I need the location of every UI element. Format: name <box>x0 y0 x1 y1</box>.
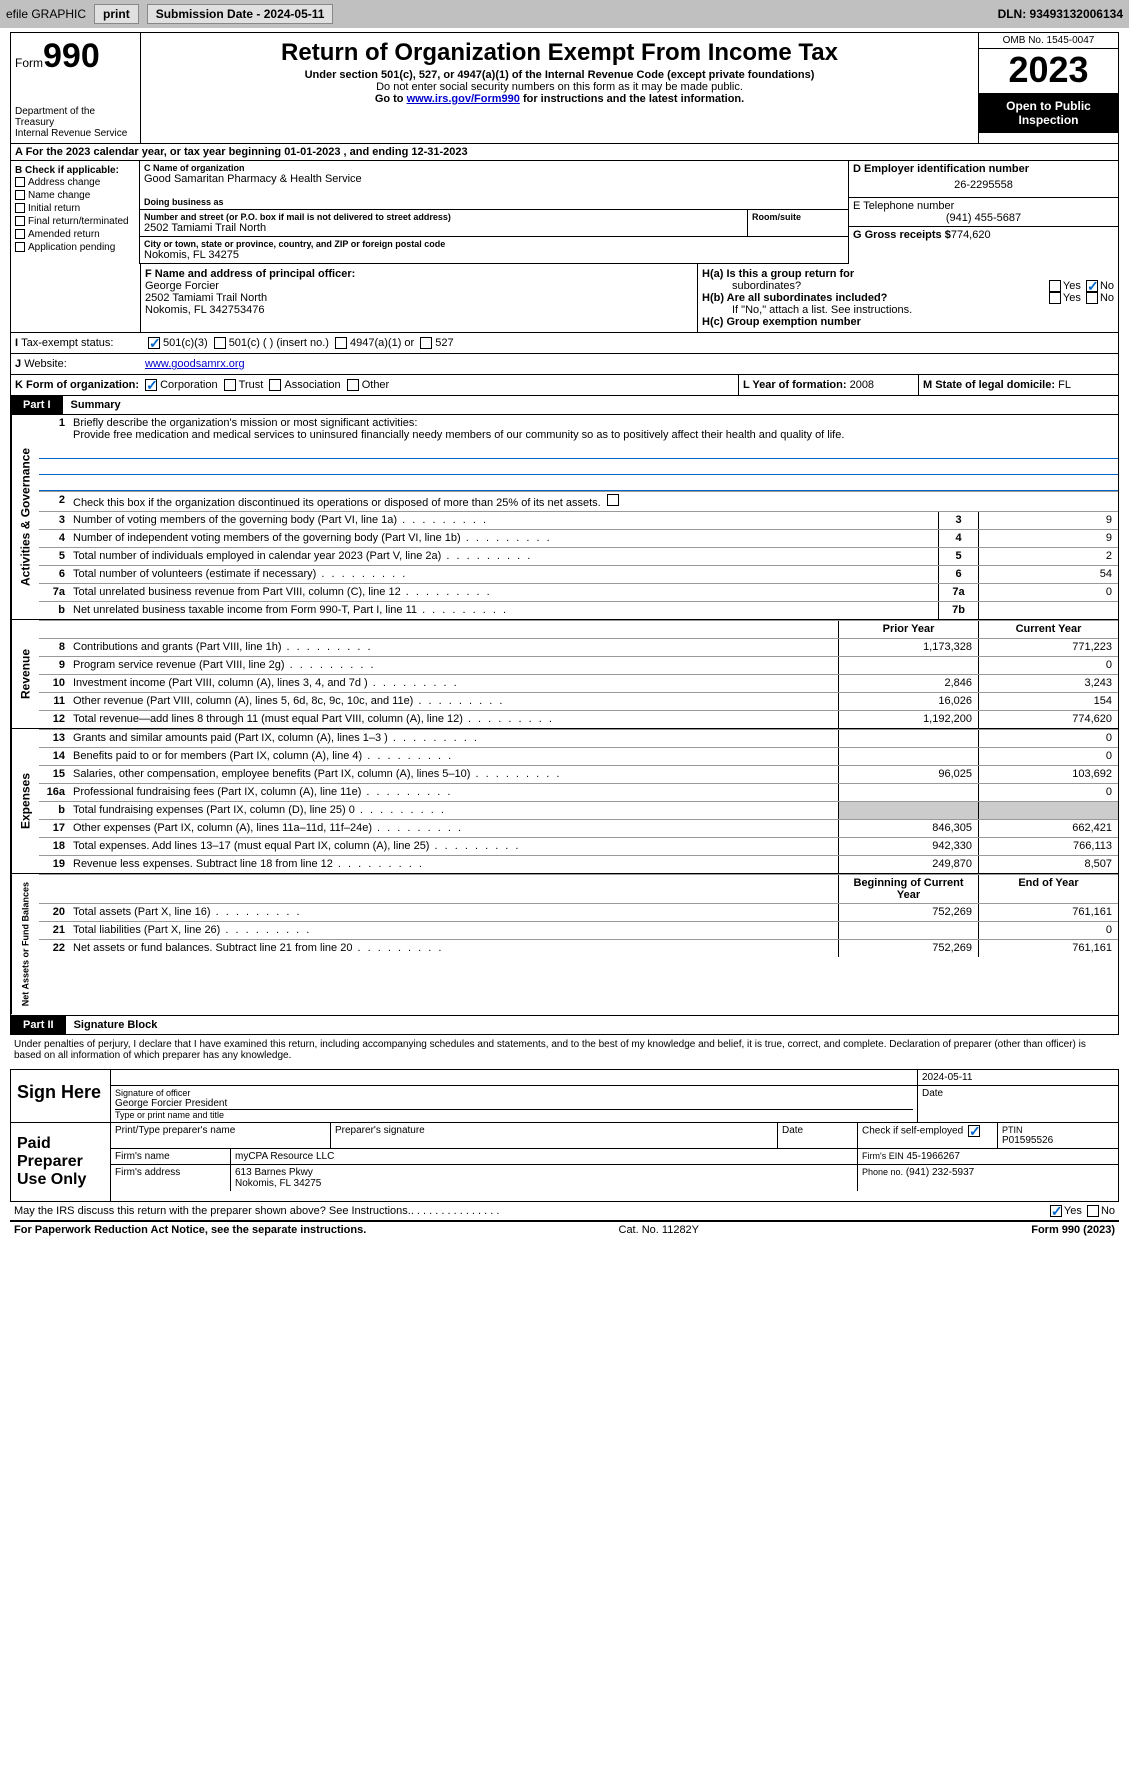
curr-value: 3,243 <box>978 675 1118 692</box>
prior-value: 2,846 <box>838 675 978 692</box>
vert-revenue: Revenue <box>11 620 39 728</box>
discuss-row: May the IRS discuss this return with the… <box>10 1202 1119 1221</box>
ein: 26-2295558 <box>853 175 1114 195</box>
city-state-zip: Nokomis, FL 34275 <box>144 249 844 261</box>
sub2: Do not enter social security numbers on … <box>145 81 974 93</box>
section-c: C Name of organization Good Samaritan Ph… <box>140 161 849 264</box>
curr-value: 103,692 <box>978 766 1118 783</box>
vert-netassets: Net Assets or Fund Balances <box>11 874 39 1014</box>
section-l: L Year of formation: 2008 <box>738 375 918 395</box>
sub3: Go to www.irs.gov/Form990 for instructio… <box>145 93 974 105</box>
curr-value: 662,421 <box>978 820 1118 837</box>
sub1: Under section 501(c), 527, or 4947(a)(1)… <box>145 69 974 81</box>
form-number: Form990 <box>15 37 136 76</box>
gov-value: 2 <box>978 548 1118 565</box>
section-f <box>11 264 141 332</box>
curr-value: 766,113 <box>978 838 1118 855</box>
tax-exempt-status: 501(c)(3) 501(c) ( ) (insert no.) 4947(a… <box>141 333 1118 353</box>
line-a: A For the 2023 calendar year, or tax yea… <box>10 144 1119 161</box>
street-address: 2502 Tamiami Trail North <box>144 222 743 234</box>
prior-value: 1,173,328 <box>838 639 978 656</box>
declaration: Under penalties of perjury, I declare th… <box>10 1035 1119 1065</box>
omb-number: OMB No. 1545-0047 <box>979 33 1118 49</box>
label-i: I Tax-exempt status: <box>11 333 141 353</box>
irs-link[interactable]: www.irs.gov/Form990 <box>407 93 520 105</box>
firm-phone: (941) 232-5937 <box>906 1167 974 1178</box>
mission: Provide free medication and medical serv… <box>73 429 844 441</box>
curr-value: 761,161 <box>978 904 1118 921</box>
prior-value: 752,269 <box>838 904 978 921</box>
part2-header: Part II <box>11 1016 66 1034</box>
part2-title: Signature Block <box>66 1017 166 1033</box>
prior-value <box>838 657 978 674</box>
prior-year-header: Prior Year <box>838 621 978 638</box>
end-year-header: End of Year <box>978 875 1118 903</box>
curr-value: 0 <box>978 922 1118 939</box>
topbar: efile GRAPHIC print Submission Date - 20… <box>0 0 1129 28</box>
prior-value: 942,330 <box>838 838 978 855</box>
efile-label: efile GRAPHIC <box>6 7 86 21</box>
org-name: Good Samaritan Pharmacy & Health Service <box>144 173 844 185</box>
prior-value: 1,192,200 <box>838 711 978 728</box>
paid-preparer-label: Paid Preparer Use Only <box>11 1123 111 1201</box>
prior-value <box>838 748 978 765</box>
sign-here-label: Sign Here <box>11 1070 111 1122</box>
prior-value <box>838 730 978 747</box>
submission-date: Submission Date - 2024-05-11 <box>147 4 334 24</box>
prior-value: 249,870 <box>838 856 978 873</box>
phone: (941) 455-5687 <box>853 212 1114 224</box>
firm-name: myCPA Resource LLC <box>231 1149 858 1164</box>
section-b: B Check if applicable: Address change Na… <box>10 161 140 264</box>
label-j: J Website: <box>11 354 141 374</box>
part1-header: Part I <box>11 396 63 414</box>
gross-receipts: 774,620 <box>951 229 991 241</box>
curr-value: 0 <box>978 784 1118 801</box>
tax-year: 2023 <box>979 49 1118 93</box>
dept-label: Department of the Treasury Internal Reve… <box>15 106 136 139</box>
firm-address: 613 Barnes Pkwy <box>235 1167 853 1178</box>
gov-value: 54 <box>978 566 1118 583</box>
vert-expenses: Expenses <box>11 729 39 873</box>
curr-value: 761,161 <box>978 940 1118 957</box>
section-deg: D Employer identification number 26-2295… <box>849 161 1119 264</box>
dln: DLN: 93493132006134 <box>998 7 1123 21</box>
sign-date: 2024-05-11 <box>918 1070 1118 1085</box>
vert-governance: Activities & Governance <box>11 415 39 619</box>
form-title: Return of Organization Exempt From Incom… <box>145 39 974 67</box>
part1-title: Summary <box>63 397 129 413</box>
gov-value: 9 <box>978 512 1118 529</box>
current-year-header: Current Year <box>978 621 1118 638</box>
footer: For Paperwork Reduction Act Notice, see … <box>10 1221 1119 1238</box>
ptin: P01595526 <box>1002 1135 1114 1146</box>
prior-value <box>838 922 978 939</box>
curr-value: 154 <box>978 693 1118 710</box>
website-url[interactable]: www.goodsamrx.org <box>145 358 245 370</box>
section-m: M State of legal domicile: FL <box>918 375 1118 395</box>
curr-value: 8,507 <box>978 856 1118 873</box>
gov-value <box>978 602 1118 619</box>
curr-value: 774,620 <box>978 711 1118 728</box>
print-button[interactable]: print <box>94 4 139 24</box>
prior-value: 96,025 <box>838 766 978 783</box>
section-k: K Form of organization: Corporation Trus… <box>11 375 738 395</box>
curr-value: 0 <box>978 748 1118 765</box>
prior-value: 846,305 <box>838 820 978 837</box>
gov-value: 9 <box>978 530 1118 547</box>
begin-year-header: Beginning of Current Year <box>838 875 978 903</box>
curr-value: 771,223 <box>978 639 1118 656</box>
curr-value: 0 <box>978 657 1118 674</box>
form-header: Form990 Department of the Treasury Inter… <box>10 32 1119 144</box>
public-inspection: Open to Public Inspection <box>979 93 1118 133</box>
prior-value: 752,269 <box>838 940 978 957</box>
section-h: H(a) Is this a group return for subordin… <box>698 264 1118 332</box>
curr-value: 0 <box>978 730 1118 747</box>
gov-value: 0 <box>978 584 1118 601</box>
firm-ein: 45-1966267 <box>907 1151 960 1162</box>
prior-value <box>838 784 978 801</box>
prior-value: 16,026 <box>838 693 978 710</box>
officer-name: George Forcier President <box>115 1098 913 1109</box>
